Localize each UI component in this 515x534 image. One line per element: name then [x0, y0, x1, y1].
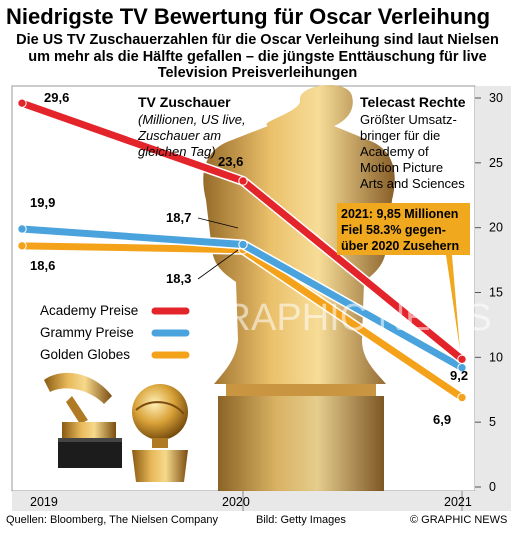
data-label: 18,6	[30, 258, 55, 273]
grammy-trophy-image	[44, 372, 122, 468]
y-tick-label: 20	[489, 221, 503, 235]
oscar-statue-image	[203, 84, 395, 491]
viewers-heading: TV Zuschauer	[138, 94, 231, 110]
y-tick-label: 5	[489, 415, 496, 429]
data-labels: 29,6 23,6 19,9 18,7 9,2 18,6 18,3 6,9	[30, 90, 468, 427]
callout-box	[337, 203, 470, 255]
data-label: 6,9	[433, 412, 451, 427]
y-axis-ticks: 0 5 10 15 20 25 30	[475, 91, 503, 494]
callout-line: Fiel 58.3% gegen-	[341, 223, 446, 237]
y-axis-band	[475, 86, 511, 511]
data-label: 29,6	[44, 90, 69, 105]
data-label: 23,6	[218, 154, 243, 169]
y-tick-label: 30	[489, 91, 503, 105]
callout-line: über 2020 Zusehern	[341, 239, 459, 253]
page-subtitle: Die US TV Zuschauerzahlen für die Oscar …	[16, 32, 499, 81]
label-leader	[197, 249, 239, 280]
rights-text-line: Größter Umsatz-	[360, 112, 457, 127]
legend-label: Academy Preise	[40, 303, 138, 318]
data-point	[238, 176, 248, 186]
x-tick-label: 2020	[222, 495, 250, 509]
data-label: 18,7	[166, 210, 191, 225]
x-tick-label: 2021	[444, 495, 472, 509]
series-lines	[17, 98, 467, 403]
x-tick-label: 2019	[30, 495, 58, 509]
data-point	[457, 392, 467, 403]
legend: Academy Preise Grammy Preise Golden Globes	[40, 303, 190, 362]
data-label: 18,3	[166, 271, 191, 286]
y-tick-label: 0	[489, 480, 496, 494]
legend-label: Grammy Preise	[40, 325, 134, 340]
data-point	[17, 241, 27, 251]
viewers-note-line: Zuschauer am	[137, 128, 221, 143]
callout-line: 2021: 9,85 Millionen	[341, 207, 458, 221]
footer-image-credit: Bild: Getty Images	[256, 514, 346, 526]
rights-text-line: bringer für die	[360, 128, 440, 143]
x-axis-ticks: 2019 2020 2021	[30, 491, 472, 511]
callout-2021: 2021: 9,85 Millionen Fiel 58.3% gegen- ü…	[337, 203, 470, 350]
y-tick-label: 15	[489, 286, 503, 300]
rights-text-line: Academy of	[360, 144, 429, 159]
data-point	[17, 98, 27, 108]
rights-text-line: Motion Picture	[360, 160, 443, 175]
footer-sources: Quellen: Bloomberg, The Nielsen Company	[6, 514, 218, 526]
page-title: Niedrigste TV Bewertung für Oscar Verlei…	[6, 4, 491, 29]
data-label: 19,9	[30, 195, 55, 210]
data-point	[457, 354, 467, 364]
viewers-note-line: (Millionen, US live,	[138, 112, 246, 127]
y-tick-label: 10	[489, 350, 503, 364]
rights-heading: Telecast Rechte	[360, 94, 466, 110]
label-leader	[197, 217, 239, 229]
rights-text-line: Arts and Sciences	[360, 176, 465, 191]
data-point	[17, 224, 27, 234]
viewers-annotation: TV Zuschauer (Millionen, US live, Zuscha…	[137, 94, 246, 159]
data-label: 9,2	[450, 368, 468, 383]
legend-label: Golden Globes	[40, 347, 130, 362]
footer-copyright: © GRAPHIC NEWS	[410, 514, 508, 526]
golden-globe-trophy-image	[132, 384, 188, 482]
rights-annotation: Telecast Rechte Größter Umsatz- bringer …	[360, 94, 466, 191]
viewers-note-line: gleichen Tag)	[138, 144, 216, 159]
y-tick-label: 25	[489, 156, 503, 170]
watermark-text: GRAPHIC NEWS	[194, 297, 492, 339]
data-point	[238, 239, 248, 250]
callout-pointer	[446, 255, 460, 350]
